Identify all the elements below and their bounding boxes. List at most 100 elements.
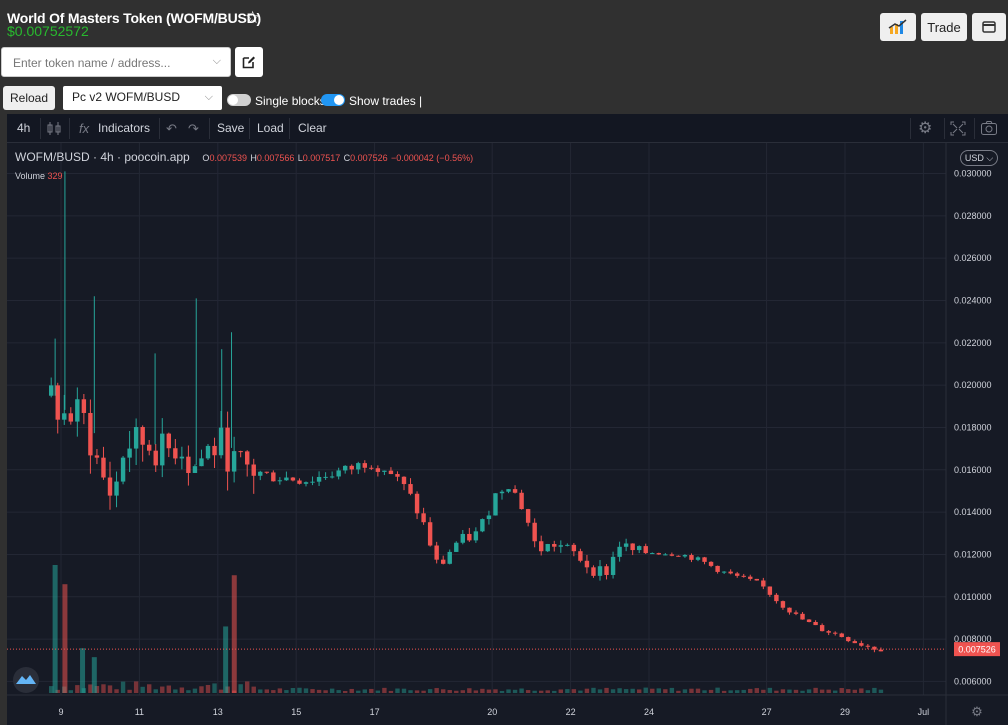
candle-body (343, 465, 348, 471)
candle-body (467, 533, 472, 541)
volume-bar (689, 688, 694, 693)
price-tick-label: 0.012000 (954, 549, 992, 559)
volume-bar (643, 687, 648, 693)
candle-body (761, 580, 766, 587)
volume-bar (356, 690, 361, 693)
redo-icon[interactable]: ↷ (188, 121, 199, 136)
candle-body (225, 427, 230, 472)
volume-bar (859, 688, 864, 693)
candle-body (826, 631, 831, 633)
volume-bar (728, 690, 733, 693)
candle-body (702, 557, 707, 562)
volume-bar (467, 688, 472, 693)
volume-bar (512, 689, 518, 693)
show-trades-toggle[interactable] (321, 94, 345, 106)
volume-bar (133, 681, 139, 693)
axis-settings-gear-icon[interactable]: ⚙ (971, 704, 983, 719)
candle-body (297, 480, 302, 484)
fullscreen-icon[interactable] (950, 114, 966, 143)
save-button[interactable]: Save (217, 121, 245, 135)
currency-selector[interactable]: USD ⌵ (960, 150, 998, 166)
volume-bar (434, 688, 439, 693)
candle-body (264, 471, 269, 473)
toolbar-divider (249, 118, 250, 139)
star-outline-icon[interactable]: ☆ (245, 8, 261, 27)
search-input[interactable] (11, 49, 205, 77)
candle-body (290, 477, 296, 481)
candle-body (179, 456, 185, 459)
candle-body (401, 476, 407, 485)
chevron-down-icon: ⌵ (204, 91, 213, 103)
volume-bar (447, 690, 452, 693)
volume-value: 329 (47, 171, 63, 181)
price-chart[interactable]: 4h fx Indicators ↶ ↷ Save Load Clear ⚙ 0… (7, 114, 1008, 725)
chart-view-button[interactable] (880, 13, 916, 41)
reload-button[interactable]: Reload (3, 86, 55, 110)
volume-bar (663, 689, 668, 693)
volume-bar (199, 686, 204, 693)
camera-icon[interactable] (980, 114, 998, 143)
load-button[interactable]: Load (257, 121, 284, 135)
candle-body (434, 545, 439, 560)
token-price: $0.00752572 (7, 23, 89, 39)
candle-body (160, 433, 165, 466)
volume-bar (473, 690, 479, 693)
volume-bar (401, 688, 407, 693)
volume-bar (52, 565, 58, 693)
candle-body (499, 491, 505, 494)
candle-body (689, 555, 694, 560)
candle-body (650, 553, 655, 555)
volume-bar (231, 575, 237, 693)
candle-body (271, 472, 276, 482)
candle-body (682, 555, 688, 557)
edit-button[interactable] (235, 47, 263, 77)
trade-button[interactable]: Trade (921, 13, 967, 41)
candle-body (721, 571, 727, 573)
time-tick-label: 22 (566, 707, 576, 717)
volume-bar (427, 689, 433, 693)
legend-open-value: 0.007539 (209, 153, 247, 163)
volume-bar (49, 686, 54, 693)
volume-bar (617, 688, 622, 693)
legend-symbol: WOFM/BUSD · 4h · poocoin.app (15, 150, 190, 164)
candle-body (610, 556, 616, 575)
candle-body (68, 413, 73, 422)
volume-bar (91, 657, 97, 693)
volume-bar (212, 683, 217, 693)
candle-body (708, 561, 714, 566)
undo-icon[interactable]: ↶ (166, 121, 177, 136)
candle-body (395, 474, 400, 477)
volume-bar (846, 689, 851, 693)
pair-select[interactable]: Pc v2 WOFM/BUSD ⌵ (63, 86, 222, 110)
time-tick-label: Jul (918, 707, 930, 717)
volume-bar (545, 690, 550, 693)
candle-body (388, 470, 394, 475)
wallet-button[interactable] (972, 13, 1006, 41)
candle-body (767, 586, 773, 595)
settings-gear-icon[interactable]: ⚙ (918, 120, 933, 137)
volume-bar (578, 690, 583, 693)
candle-body (539, 541, 544, 552)
indicators-button[interactable]: Indicators (98, 121, 151, 135)
volume-bar (173, 689, 178, 693)
candle-body (408, 484, 413, 494)
chevron-down-icon[interactable]: ⌵ (212, 55, 221, 67)
last-price-tag (954, 642, 1000, 657)
clear-button[interactable]: Clear (298, 121, 327, 135)
toggle-knob (228, 95, 238, 105)
candle-body (303, 482, 309, 484)
candle-body (715, 565, 720, 572)
token-search[interactable]: ⌵ (1, 47, 231, 77)
single-blocks-toggle[interactable] (227, 94, 251, 106)
interval-button[interactable]: 4h (17, 121, 31, 135)
fx-icon[interactable]: fx (79, 121, 90, 136)
candlestick-chart[interactable]: 0.007526 0.006000 0.008000 0.010000 0.012000… (7, 143, 1008, 725)
volume-bar (813, 687, 818, 693)
candle-body (525, 509, 531, 523)
candle-body (545, 544, 550, 552)
candle-type-icon[interactable] (46, 114, 62, 143)
volume-bar (421, 690, 426, 693)
volume-bar (741, 689, 746, 693)
candle-body (238, 451, 243, 453)
candle-body (114, 481, 119, 496)
